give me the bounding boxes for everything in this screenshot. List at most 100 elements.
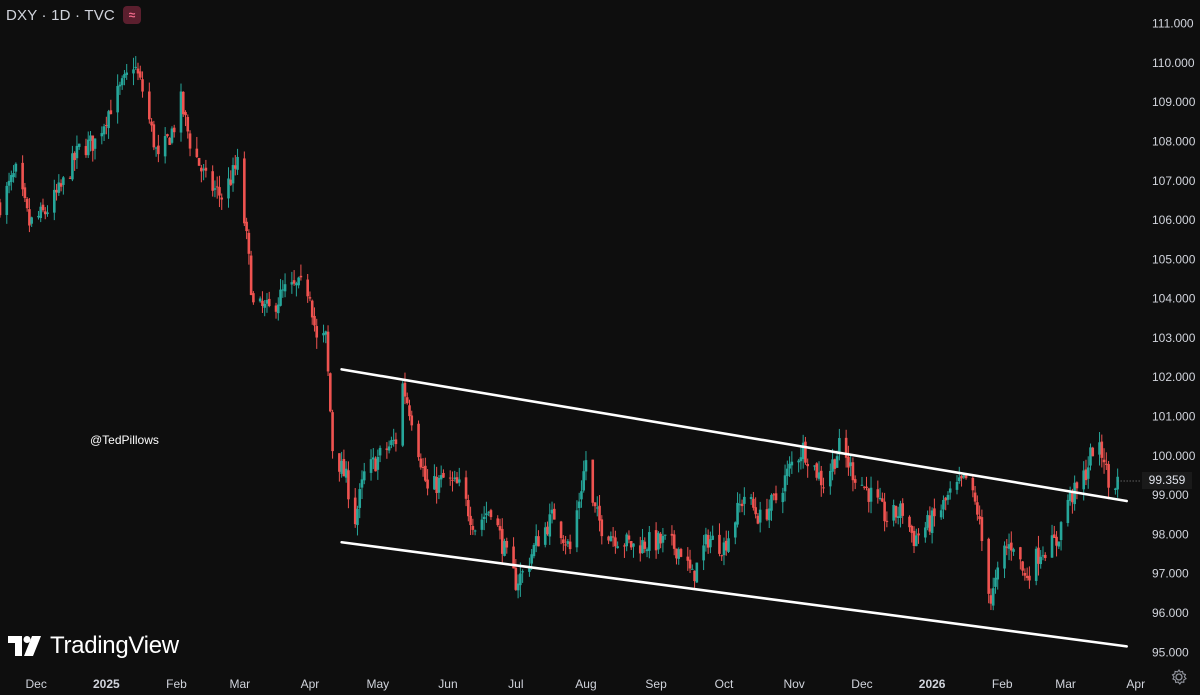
candle-body	[767, 508, 771, 521]
candle-body	[471, 526, 475, 530]
candle-body	[702, 545, 705, 561]
candle-body	[41, 204, 45, 211]
y-tick-label: 104.000	[1152, 292, 1196, 306]
candle-body	[261, 300, 264, 307]
candle-body	[360, 479, 364, 488]
channel-trendline[interactable]	[340, 368, 1128, 503]
candle-body	[125, 72, 128, 75]
candle-body	[883, 501, 886, 522]
x-tick-label: Mar	[229, 677, 250, 691]
x-tick-label: Jun	[438, 677, 457, 691]
wave-icon[interactable]: ≈	[122, 6, 141, 24]
candle-body	[926, 515, 929, 528]
candle-body	[648, 532, 651, 551]
descending-channel[interactable]	[340, 368, 1128, 648]
candle-body	[118, 84, 122, 87]
channel-trendline[interactable]	[340, 540, 1128, 648]
candle-body	[10, 175, 13, 183]
candle-body	[740, 503, 744, 507]
candle-body	[822, 487, 825, 489]
y-tick-label: 102.000	[1152, 370, 1196, 384]
candle-body	[295, 283, 298, 286]
candle-body	[308, 297, 312, 299]
candle-body	[12, 173, 15, 178]
candle-body	[804, 441, 807, 463]
candle-body	[580, 491, 583, 500]
x-tick-label: Dec	[851, 677, 872, 691]
candle-body	[1039, 556, 1043, 565]
candle-body	[722, 542, 726, 556]
candle-body	[419, 458, 423, 468]
candle-body	[218, 187, 221, 196]
candle-body	[973, 492, 977, 502]
candle-body	[727, 538, 730, 552]
x-tick-label: Feb	[992, 677, 1013, 691]
candle-body	[204, 167, 208, 171]
candle-body	[625, 534, 628, 547]
candle-body	[376, 456, 380, 470]
candle-body	[28, 209, 31, 226]
author-handle: @TedPillows	[90, 433, 159, 447]
candle-body	[505, 540, 509, 548]
x-tick-label: Apr	[1126, 677, 1145, 691]
symbol-label[interactable]: DXY · 1D · TVC	[6, 6, 115, 24]
candle-body	[996, 567, 1000, 580]
candle-body	[290, 282, 294, 285]
candle-body	[141, 79, 144, 92]
candle-body	[378, 447, 382, 456]
tradingview-logo[interactable]: TradingView	[8, 632, 179, 660]
candle-body	[498, 526, 502, 531]
candle-body	[672, 534, 676, 549]
candle-body	[421, 466, 425, 468]
candle-body	[1071, 492, 1074, 503]
candle-body	[788, 463, 791, 469]
candle-body	[661, 535, 665, 543]
candle-body	[68, 177, 72, 179]
y-tick-label: 99.000	[1152, 488, 1189, 502]
candle-body	[1091, 447, 1095, 457]
candle-body	[297, 277, 300, 286]
candle-body	[46, 212, 49, 215]
candle-body	[326, 331, 330, 372]
candle-body	[188, 133, 192, 149]
x-tick-label: Mar	[1055, 677, 1076, 691]
candle-body	[116, 86, 119, 113]
candle-body	[1105, 463, 1108, 465]
candle-body	[263, 303, 267, 308]
candle-body	[39, 206, 43, 219]
candle-body	[433, 476, 436, 490]
candle-body	[184, 111, 187, 116]
candle-body	[1057, 541, 1061, 547]
candle-body	[598, 505, 601, 521]
candle-body	[939, 510, 943, 518]
price-axis[interactable]: 111.000 110.000 109.000 108.000 107.000 106.0…	[1152, 17, 1196, 660]
candle-body	[799, 457, 803, 462]
candle-body	[71, 153, 74, 180]
candle-body	[166, 134, 169, 137]
candle-body	[910, 526, 914, 533]
candle-body	[691, 568, 694, 570]
candle-body	[181, 91, 185, 115]
candle-body	[274, 305, 278, 312]
candle-body	[752, 498, 755, 508]
candle-body	[629, 541, 633, 548]
candle-body	[496, 518, 500, 526]
candle-body	[252, 293, 255, 303]
candle-body	[591, 459, 595, 503]
chart-header: DXY · 1D · TVC ≈	[6, 6, 141, 24]
candle-body	[978, 516, 981, 520]
candle-body	[179, 91, 183, 133]
candle-body	[815, 463, 819, 478]
settings-gear-icon[interactable]	[1170, 668, 1188, 686]
candle-body	[372, 457, 375, 460]
candle-body	[1055, 536, 1058, 546]
candle-body	[227, 178, 230, 199]
time-axis[interactable]: Dec 2025 Feb Mar Apr May Jun Jul Aug Sep Oct Nov Dec…	[26, 677, 1146, 691]
x-tick-label: 2025	[93, 677, 120, 691]
candle-body	[362, 471, 366, 481]
candle-body	[197, 157, 201, 166]
candle-body	[109, 110, 113, 115]
candle-body	[1019, 547, 1022, 560]
candle-body	[948, 488, 952, 493]
